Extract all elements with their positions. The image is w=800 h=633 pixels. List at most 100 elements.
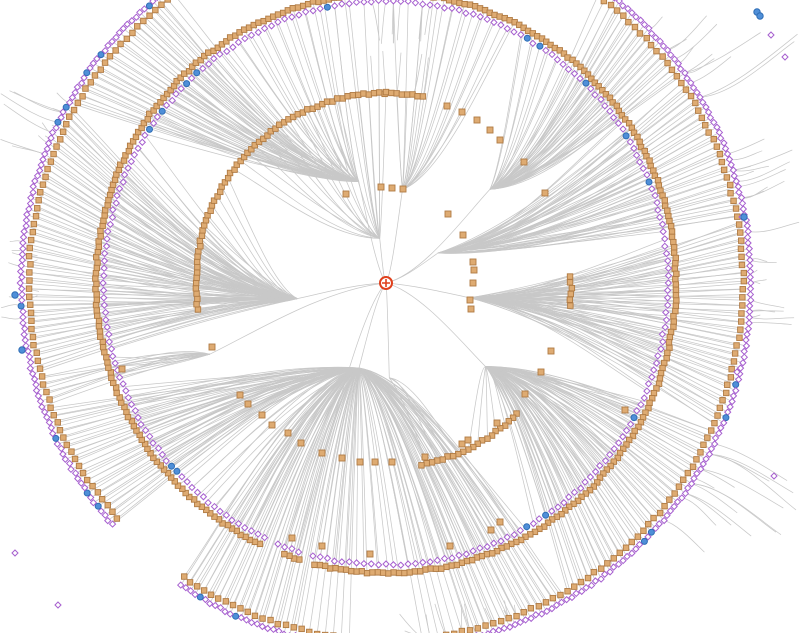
leaf-node[interactable] (186, 587, 195, 595)
internal-node[interactable] (730, 358, 738, 365)
internal-node[interactable] (535, 603, 543, 610)
highlighted-node[interactable] (196, 593, 204, 601)
internal-node[interactable] (146, 12, 153, 19)
leaf-node[interactable] (338, 0, 346, 8)
internal-node[interactable] (646, 399, 653, 407)
leaf-node[interactable] (112, 33, 120, 42)
internal-node[interactable] (670, 249, 678, 256)
internal-node[interactable] (160, 466, 168, 473)
internal-node[interactable] (449, 452, 457, 460)
highlighted-node[interactable] (158, 107, 166, 115)
internal-node[interactable] (251, 142, 258, 149)
internal-node[interactable] (192, 279, 200, 287)
internal-node[interactable] (194, 306, 202, 313)
leaf-node[interactable] (258, 622, 267, 631)
internal-node[interactable] (598, 565, 605, 572)
internal-node[interactable] (670, 318, 677, 325)
leaf-node[interactable] (374, 561, 383, 569)
leaf-node[interactable] (295, 11, 303, 19)
internal-node[interactable] (710, 135, 717, 143)
internal-node[interactable] (26, 277, 33, 284)
leaf-node[interactable] (411, 0, 420, 7)
leaf-node[interactable] (18, 290, 26, 299)
highlighted-node[interactable] (523, 523, 531, 531)
internal-node[interactable] (26, 244, 33, 252)
internal-node[interactable] (125, 147, 133, 155)
internal-node[interactable] (672, 276, 679, 283)
internal-node[interactable] (571, 583, 578, 590)
highlighted-node[interactable] (145, 2, 153, 10)
highlighted-node[interactable] (83, 69, 91, 77)
leaf-node[interactable] (721, 144, 730, 153)
highlighted-node[interactable] (582, 79, 590, 87)
leaf-node[interactable] (490, 539, 498, 547)
internal-node[interactable] (428, 459, 436, 466)
internal-node[interactable] (588, 75, 595, 82)
leaf-node[interactable] (687, 480, 696, 488)
internal-node[interactable] (79, 93, 86, 100)
internal-node[interactable] (713, 143, 721, 150)
internal-node[interactable] (35, 197, 42, 204)
internal-node[interactable] (334, 95, 341, 102)
leaf-node[interactable] (483, 15, 491, 24)
leaf-node[interactable] (31, 177, 39, 185)
leaf-node[interactable] (43, 145, 52, 153)
internal-node[interactable] (661, 197, 668, 204)
internal-node[interactable] (458, 627, 466, 633)
leaf-node[interactable] (210, 54, 218, 63)
leaf-node[interactable] (17, 262, 26, 270)
internal-node[interactable] (210, 197, 218, 204)
leaf-node[interactable] (704, 108, 713, 116)
internal-node[interactable] (93, 264, 101, 272)
internal-node[interactable] (537, 368, 545, 376)
leaf-node[interactable] (316, 553, 324, 561)
internal-node[interactable] (613, 7, 621, 14)
internal-node[interactable] (198, 232, 206, 239)
internal-node[interactable] (193, 583, 201, 590)
leaf-node[interactable] (23, 210, 31, 219)
internal-node[interactable] (30, 341, 37, 349)
leaf-node[interactable] (656, 213, 664, 221)
internal-node[interactable] (134, 23, 141, 30)
internal-node[interactable] (93, 253, 100, 261)
internal-node[interactable] (288, 534, 296, 542)
leaf-node[interactable] (294, 548, 303, 556)
leaf-node[interactable] (101, 308, 110, 317)
internal-node[interactable] (687, 92, 695, 100)
leaf-node[interactable] (288, 544, 296, 553)
leaf-node[interactable] (632, 545, 640, 553)
internal-node[interactable] (586, 486, 594, 494)
internal-node[interactable] (347, 567, 355, 575)
internal-node[interactable] (43, 388, 50, 396)
leaf-node[interactable] (86, 493, 95, 502)
leaf-node[interactable] (57, 113, 65, 122)
internal-node[interactable] (363, 569, 371, 577)
leaf-node[interactable] (145, 432, 154, 441)
leaf-node[interactable] (210, 502, 219, 511)
internal-node[interactable] (201, 52, 208, 60)
leaf-node[interactable] (254, 530, 262, 538)
leaf-node[interactable] (21, 324, 29, 333)
highlighted-node[interactable] (647, 528, 655, 536)
internal-node[interactable] (186, 579, 194, 586)
internal-node[interactable] (622, 116, 629, 123)
internal-node[interactable] (521, 390, 529, 398)
internal-node[interactable] (299, 109, 307, 116)
internal-node[interactable] (29, 228, 37, 236)
internal-node[interactable] (542, 599, 550, 606)
internal-node[interactable] (27, 236, 35, 244)
leaf-node[interactable] (606, 568, 614, 576)
internal-node[interactable] (370, 89, 378, 97)
leaf-node[interactable] (18, 256, 27, 264)
internal-node[interactable] (194, 295, 201, 303)
leaf-node[interactable] (193, 488, 202, 497)
internal-node[interactable] (548, 516, 556, 523)
leaf-node[interactable] (596, 461, 604, 470)
internal-node[interactable] (739, 294, 746, 301)
internal-node[interactable] (693, 456, 700, 463)
leaf-node[interactable] (108, 520, 117, 528)
internal-node[interactable] (581, 67, 588, 74)
leaf-node[interactable] (191, 590, 199, 599)
leaf-node[interactable] (397, 0, 405, 6)
highlighted-node[interactable] (622, 132, 630, 140)
